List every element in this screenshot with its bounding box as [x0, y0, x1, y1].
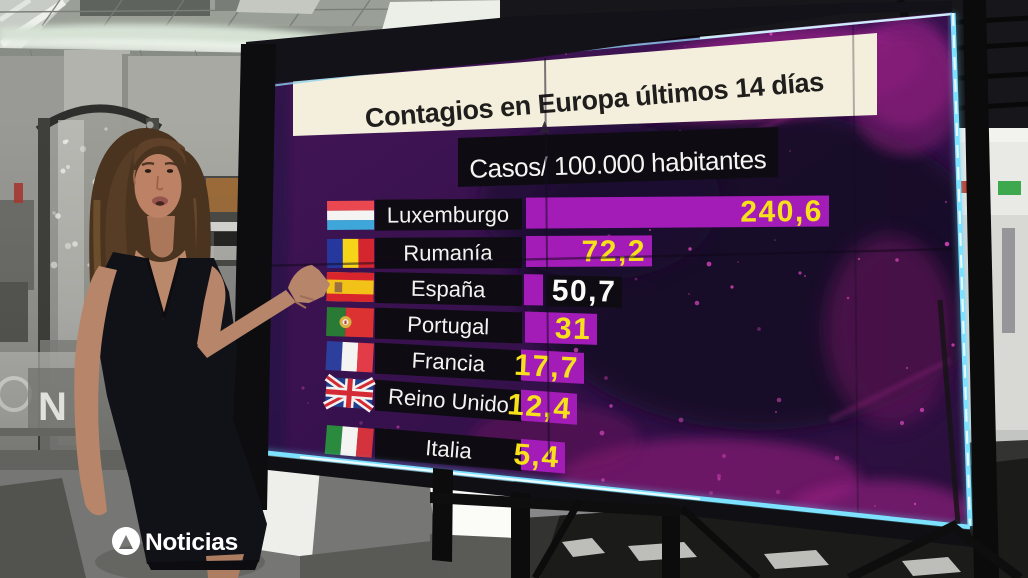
svg-text:240,6: 240,6	[740, 195, 823, 229]
svg-text:72,2: 72,2	[581, 235, 646, 268]
svg-text:17,7: 17,7	[513, 349, 579, 385]
svg-text:5,4: 5,4	[512, 438, 561, 475]
svg-text:N: N	[38, 385, 67, 429]
svg-text:31: 31	[554, 312, 591, 346]
svg-text:Luxemburgo: Luxemburgo	[387, 202, 509, 228]
svg-text:Noticias: Noticias	[145, 529, 238, 556]
svg-text:12,4: 12,4	[506, 388, 573, 426]
svg-text:España: España	[411, 276, 487, 303]
svg-text:Italia: Italia	[424, 435, 473, 464]
svg-text:Francia: Francia	[411, 348, 486, 377]
svg-text:Portugal: Portugal	[407, 312, 490, 340]
svg-text:50,7: 50,7	[551, 274, 616, 308]
